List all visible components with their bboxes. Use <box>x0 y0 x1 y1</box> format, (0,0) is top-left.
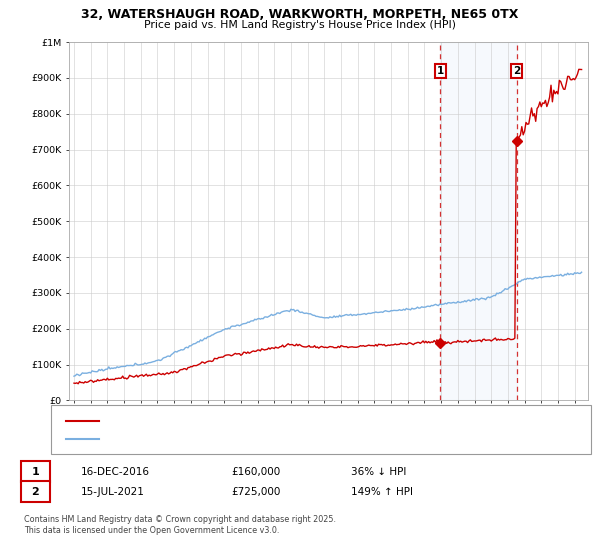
Text: 32, WATERSHAUGH ROAD, WARKWORTH, MORPETH, NE65 0TX (detached house): 32, WATERSHAUGH ROAD, WARKWORTH, MORPETH… <box>105 416 469 425</box>
Text: £725,000: £725,000 <box>231 487 280 497</box>
Text: 1: 1 <box>32 466 39 477</box>
Bar <box>440 42 517 400</box>
Text: 15-JUL-2021: 15-JUL-2021 <box>81 487 145 497</box>
Text: 149% ↑ HPI: 149% ↑ HPI <box>351 487 413 497</box>
Text: Price paid vs. HM Land Registry's House Price Index (HPI): Price paid vs. HM Land Registry's House … <box>144 20 456 30</box>
Text: 32, WATERSHAUGH ROAD, WARKWORTH, MORPETH, NE65 0TX: 32, WATERSHAUGH ROAD, WARKWORTH, MORPETH… <box>82 8 518 21</box>
Text: HPI: Average price, detached house, Northumberland: HPI: Average price, detached house, Nort… <box>105 434 347 443</box>
Text: 2: 2 <box>32 487 39 497</box>
Text: 16-DEC-2016: 16-DEC-2016 <box>81 466 150 477</box>
Text: 36% ↓ HPI: 36% ↓ HPI <box>351 466 406 477</box>
Text: £160,000: £160,000 <box>231 466 280 477</box>
Text: 2: 2 <box>513 66 521 76</box>
Text: Contains HM Land Registry data © Crown copyright and database right 2025.: Contains HM Land Registry data © Crown c… <box>24 515 336 524</box>
Text: 1: 1 <box>437 66 444 76</box>
Text: This data is licensed under the Open Government Licence v3.0.: This data is licensed under the Open Gov… <box>24 526 280 535</box>
